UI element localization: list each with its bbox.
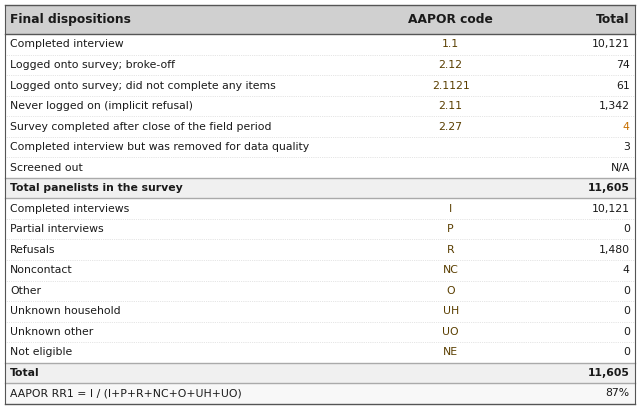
Text: NC: NC [443, 265, 459, 275]
Text: Not eligible: Not eligible [10, 348, 72, 357]
Bar [5, 219, 635, 239]
Text: AAPOR RR1 = I / (I+P+R+NC+O+UH+UO): AAPOR RR1 = I / (I+P+R+NC+O+UH+UO) [10, 388, 242, 398]
Bar [5, 280, 635, 301]
Text: P: P [447, 224, 454, 234]
Text: 0: 0 [623, 286, 630, 296]
Bar [5, 158, 635, 178]
Text: 4: 4 [623, 122, 630, 131]
Text: Total panelists in the survey: Total panelists in the survey [10, 183, 183, 193]
Text: NE: NE [443, 348, 458, 357]
Text: 2.11: 2.11 [438, 101, 463, 111]
Text: UO: UO [442, 327, 459, 337]
Text: 2.27: 2.27 [438, 122, 463, 131]
Text: 10,121: 10,121 [592, 39, 630, 50]
Text: Unknown household: Unknown household [10, 306, 121, 316]
Bar [5, 75, 635, 96]
Text: O: O [446, 286, 455, 296]
Bar [5, 137, 635, 158]
Text: AAPOR code: AAPOR code [408, 13, 493, 26]
Text: 87%: 87% [605, 388, 630, 398]
Bar [5, 322, 635, 342]
Text: 74: 74 [616, 60, 630, 70]
Text: 11,605: 11,605 [588, 183, 630, 193]
Text: Logged onto survey; did not complete any items: Logged onto survey; did not complete any… [10, 81, 276, 90]
Text: 10,121: 10,121 [592, 204, 630, 214]
Text: Completed interviews: Completed interviews [10, 204, 129, 214]
Bar [5, 199, 635, 219]
Text: 3: 3 [623, 142, 630, 152]
Text: Total: Total [596, 13, 630, 26]
Text: Never logged on (implicit refusal): Never logged on (implicit refusal) [10, 101, 193, 111]
Bar [5, 239, 635, 260]
Text: Survey completed after close of the field period: Survey completed after close of the fiel… [10, 122, 272, 131]
Text: Total: Total [10, 368, 40, 378]
Text: Screened out: Screened out [10, 163, 83, 173]
Text: Completed interview but was removed for data quality: Completed interview but was removed for … [10, 142, 309, 152]
Text: 2.12: 2.12 [438, 60, 463, 70]
Text: 1.1: 1.1 [442, 39, 460, 50]
Text: 11,605: 11,605 [588, 368, 630, 378]
Text: N/A: N/A [611, 163, 630, 173]
Bar [5, 342, 635, 363]
Bar [5, 260, 635, 280]
Bar [5, 116, 635, 137]
Bar [5, 5, 635, 34]
Text: Partial interviews: Partial interviews [10, 224, 104, 234]
Text: UH: UH [442, 306, 459, 316]
Text: 1,342: 1,342 [599, 101, 630, 111]
Text: 4: 4 [623, 265, 630, 275]
Text: 0: 0 [623, 348, 630, 357]
Text: 61: 61 [616, 81, 630, 90]
Text: Other: Other [10, 286, 41, 296]
Text: Noncontact: Noncontact [10, 265, 73, 275]
Text: Final dispositions: Final dispositions [10, 13, 131, 26]
Bar [5, 363, 635, 383]
Text: R: R [447, 245, 454, 255]
Bar [5, 96, 635, 116]
Text: Completed interview: Completed interview [10, 39, 124, 50]
Text: Unknown other: Unknown other [10, 327, 93, 337]
Bar [5, 55, 635, 75]
Text: 1,480: 1,480 [598, 245, 630, 255]
Bar [5, 178, 635, 199]
Bar [5, 301, 635, 322]
Text: 0: 0 [623, 224, 630, 234]
Bar [5, 34, 635, 55]
Text: 2.1121: 2.1121 [432, 81, 470, 90]
Bar [5, 383, 635, 404]
Text: Refusals: Refusals [10, 245, 56, 255]
Text: 0: 0 [623, 327, 630, 337]
Text: 0: 0 [623, 306, 630, 316]
Text: I: I [449, 204, 452, 214]
Text: Logged onto survey; broke-off: Logged onto survey; broke-off [10, 60, 175, 70]
